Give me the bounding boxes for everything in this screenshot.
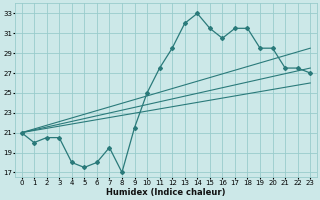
- X-axis label: Humidex (Indice chaleur): Humidex (Indice chaleur): [106, 188, 226, 197]
